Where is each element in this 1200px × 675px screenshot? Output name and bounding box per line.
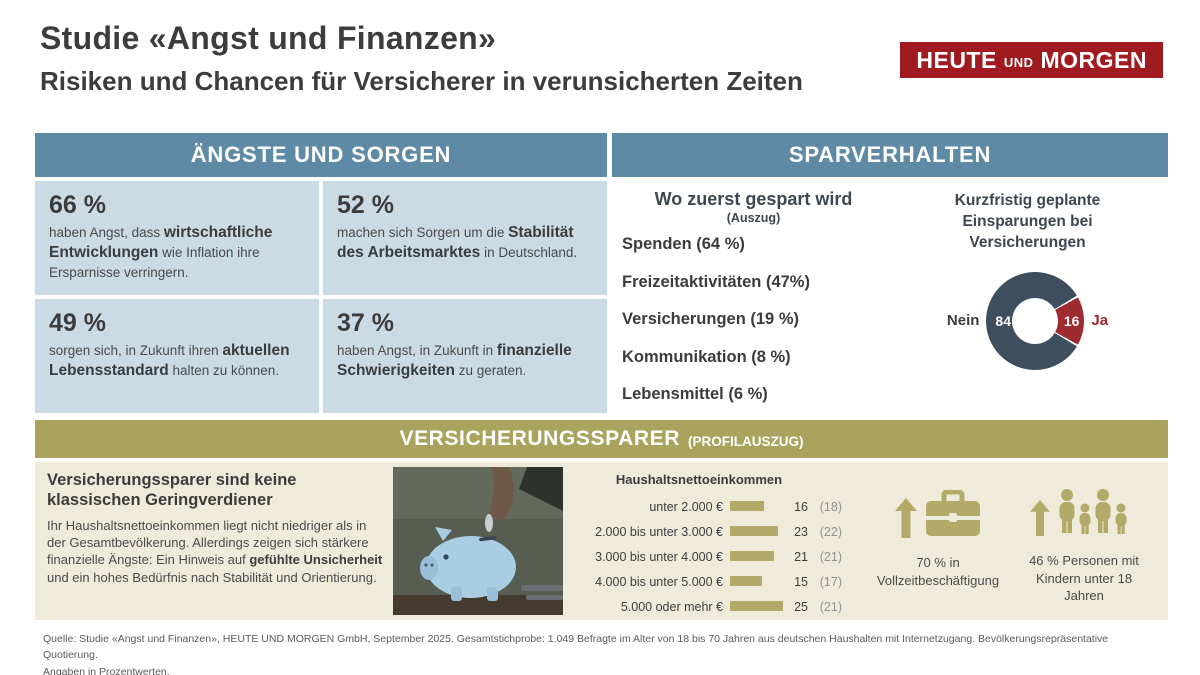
income-row: unter 2.000 € 16 (18)	[573, 494, 865, 519]
income-row: 3.000 bis unter 4.000 € 21 (21)	[573, 544, 865, 569]
income-label: 2.000 bis unter 3.000 €	[595, 524, 723, 539]
donut-panel: Kurzfristig geplante Einsparungen bei Ve…	[887, 181, 1168, 413]
income-value: 25	[794, 599, 808, 614]
stat-text: machen sich Sorgen um die Stabilität des…	[337, 224, 578, 262]
photo-piggy-bank	[393, 467, 563, 615]
profile-text-block: Versicherungssparer sind keine klassisch…	[35, 462, 393, 620]
income-chart-title: Haushaltsnettoeinkommen	[615, 472, 783, 487]
income-bar	[730, 576, 762, 587]
stat-value: 49 %	[49, 309, 106, 337]
income-bar	[730, 551, 774, 562]
savings-body: Wo zuerst gespart wird (Auszug) Spenden …	[612, 181, 1168, 413]
savings-item-spenden: Spenden (64 %)	[622, 235, 745, 253]
profile-headline: Versicherungssparer sind keine klassisch…	[47, 471, 297, 509]
savings-header-band: SPARVERHALTEN	[612, 133, 1168, 177]
stat-box-labor-market: 52 % machen sich Sorgen um die Stabilitä…	[323, 181, 607, 295]
profile-section: Versicherungssparer sind keine klassisch…	[35, 462, 1168, 620]
income-label: unter 2.000 €	[649, 499, 723, 514]
savings-item-versicherungen: Versicherungen (19 %)	[622, 310, 799, 328]
page-header: Studie «Angst und Finanzen» Risiken und …	[40, 20, 803, 97]
income-row: 4.000 bis unter 5.000 € 15 (17)	[573, 569, 865, 594]
logo-word-heute: HEUTE	[916, 46, 997, 73]
stat-box-living-standard: 49 % sorgen sich, in Zukunft ihren aktue…	[35, 299, 319, 413]
profile-body: Ihr Haushaltsnettoeinkommen liegt nicht …	[47, 517, 383, 585]
heute-und-morgen-logo: HEUTE UND MORGEN	[900, 42, 1163, 78]
income-value: 15	[794, 574, 808, 589]
stat-value: 66 %	[49, 191, 106, 219]
savings-list-panel: Wo zuerst gespart wird (Auszug) Spenden …	[612, 181, 887, 413]
fact-children: 46 % Personen mit Kindern unter 18 Jahre…	[1011, 462, 1157, 620]
source-line-1: Quelle: Studie «Angst und Finanzen», HEU…	[43, 633, 1109, 662]
stat-text: haben Angst, in Zukunft in finanzielle S…	[337, 342, 572, 380]
page-title: Studie «Angst und Finanzen»	[40, 20, 497, 56]
income-chart: Haushaltsnettoeinkommen unter 2.000 € 16…	[573, 462, 865, 620]
donut-row: Nein 84 16 Ja	[946, 271, 1109, 370]
fact-employment: 70 % in Vollzeitbeschäftigung	[865, 462, 1011, 620]
income-row: 5.000 oder mehr € 25 (21)	[573, 594, 865, 619]
income-compare-value: (18)	[819, 499, 842, 514]
income-label: 4.000 bis unter 5.000 €	[595, 574, 723, 589]
donut-label-ja: Ja	[1091, 312, 1109, 330]
fears-header-band: ÄNGSTE UND SORGEN	[35, 133, 607, 177]
arrow-up-icon	[894, 498, 917, 538]
stat-text: sorgen sich, in Zukunft ihren aktuellen …	[49, 342, 290, 380]
children-text: 46 % Personen mit Kindern unter 18 Jahre…	[1029, 553, 1139, 604]
stat-box-financial-trouble: 37 % haben Angst, in Zukunft in finanzie…	[323, 299, 607, 413]
savings-item-lebensmittel: Lebensmittel (6 %)	[622, 385, 768, 403]
stat-text: haben Angst, dass wirtschaftliche Entwic…	[49, 224, 273, 280]
savings-item-freizeit: Freizeitaktivitäten (47%)	[622, 272, 810, 291]
income-compare-value: (22)	[819, 524, 842, 539]
savings-item-kommunikation: Kommunikation (8 %)	[622, 347, 791, 366]
income-compare-value: (21)	[819, 599, 842, 614]
section-fears: ÄNGSTE UND SORGEN 66 % haben Angst, dass…	[35, 133, 607, 413]
stat-box-economy: 66 % haben Angst, dass wirtschaftliche E…	[35, 181, 319, 295]
savings-list-title: Wo zuerst gespart wird	[654, 189, 853, 209]
page-subtitle: Risiken und Chancen für Versicherer in v…	[40, 66, 803, 96]
logo-word-morgen: MORGEN	[1040, 46, 1147, 73]
income-bar	[730, 501, 764, 512]
profile-band-suffix: (PROFILAUSZUG)	[688, 433, 804, 449]
income-compare-value: (17)	[819, 574, 842, 589]
income-value: 21	[794, 549, 808, 564]
donut-label-nein: Nein	[946, 312, 980, 330]
briefcase-icon	[925, 490, 980, 536]
income-row: 2.000 bis unter 3.000 € 23 (22)	[573, 519, 865, 544]
income-label: 5.000 oder mehr €	[620, 599, 723, 614]
donut-value-ja: 16	[1063, 312, 1080, 329]
section-savings: SPARVERHALTEN Wo zuerst gespart wird (Au…	[612, 133, 1168, 413]
donut-title: Kurzfristig geplante Einsparungen bei Ve…	[954, 192, 1101, 251]
family-icon	[1059, 489, 1126, 534]
income-value: 16	[794, 499, 808, 514]
savings-items: Spenden (64 %) Freizeitaktivitäten (47%)…	[620, 235, 887, 404]
main-content: ÄNGSTE UND SORGEN 66 % haben Angst, dass…	[35, 133, 1168, 413]
source-note: Quelle: Studie «Angst und Finanzen», HEU…	[43, 631, 1163, 675]
arrow-up-icon	[1029, 500, 1050, 536]
employment-text: 70 % in Vollzeitbeschäftigung	[876, 555, 1000, 588]
income-bar	[730, 526, 778, 537]
savings-donut: 84 16	[986, 271, 1085, 370]
savings-list-subtitle: (Auszug)	[726, 211, 781, 225]
stat-value: 52 %	[337, 191, 394, 219]
fears-stat-grid: 66 % haben Angst, dass wirtschaftliche E…	[35, 181, 607, 413]
logo-word-und: UND	[1003, 54, 1034, 70]
stat-value: 37 %	[337, 309, 394, 337]
income-compare-value: (21)	[819, 549, 842, 564]
income-bar	[730, 601, 783, 612]
piggy-bank-illustration	[393, 467, 563, 615]
income-value: 23	[794, 524, 808, 539]
donut-value-nein: 84	[995, 312, 1011, 329]
profile-header-band: VERSICHERUNGSSPARER (PROFILAUSZUG)	[35, 420, 1168, 458]
income-label: 3.000 bis unter 4.000 €	[595, 549, 723, 564]
source-line-2: Angaben in Prozentwerten.	[43, 665, 170, 675]
profile-band-title: VERSICHERUNGSSPARER	[399, 427, 681, 450]
